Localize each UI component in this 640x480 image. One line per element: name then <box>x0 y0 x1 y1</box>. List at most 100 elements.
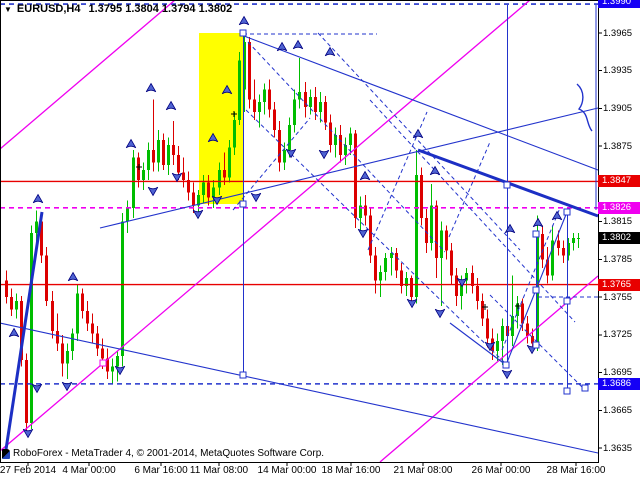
candle-body <box>253 99 256 113</box>
blue-dashed-line <box>369 99 576 323</box>
candle-body <box>268 89 271 110</box>
candle-body <box>283 149 286 163</box>
price-tick-label: 1.3785 <box>603 253 633 265</box>
candle-body <box>435 205 438 259</box>
candle-body <box>450 250 453 276</box>
time-label: 14 Mar 00:00 <box>257 465 317 476</box>
price-badge: 1.3686 <box>598 377 640 390</box>
candle-body <box>551 240 554 276</box>
candle-body <box>15 300 18 310</box>
candle-body <box>420 175 423 218</box>
price-tick-label: 1.3695 <box>603 367 633 379</box>
candle-body <box>152 149 155 163</box>
candle-body <box>577 237 580 239</box>
candle-body <box>147 149 150 171</box>
candle-body <box>61 343 64 364</box>
fractal-up-arrow-icon <box>504 223 516 234</box>
fractal-down-arrow-icon <box>22 428 34 439</box>
fractal-down-arrow-icon <box>250 192 262 203</box>
candle-body <box>526 323 529 337</box>
anchor-square <box>563 387 571 395</box>
blue-dashed-line <box>247 41 446 253</box>
price-axis[interactable]: 1.3965 1.3935 1.3905 1.3875 1.3815 1.3785 1.37… <box>598 0 640 463</box>
candle-body <box>481 300 484 319</box>
blue-thick-trendline <box>3 211 44 457</box>
candle-body <box>218 170 221 188</box>
candle-body <box>101 348 104 359</box>
candle-body <box>390 253 393 259</box>
candle-body <box>238 60 241 120</box>
candle-body <box>486 318 489 339</box>
candle-body <box>30 232 33 423</box>
fractal-down-arrow-icon <box>171 172 183 183</box>
candle-body <box>187 180 190 193</box>
fractal-down-arrow-icon <box>318 149 330 160</box>
candle-body <box>207 182 210 198</box>
blue-trendline <box>243 35 599 171</box>
candle-body <box>258 102 261 113</box>
blue-dashed-line <box>489 294 586 391</box>
candle-body <box>293 99 296 125</box>
price-badge: 1.3802 <box>598 231 640 244</box>
candle-body <box>562 248 565 256</box>
candle-body <box>374 255 377 281</box>
anchor-square <box>503 181 511 189</box>
candle-body <box>410 278 413 298</box>
fractal-down-arrow-icon <box>501 369 513 380</box>
fractal-down-arrow-icon <box>211 195 223 206</box>
candle-body <box>465 273 468 281</box>
price-badge: 1.3765 <box>598 278 640 291</box>
candle-body <box>35 221 38 233</box>
candle-body <box>471 273 474 286</box>
candle-body <box>111 366 114 372</box>
candle-body <box>233 119 236 148</box>
candle-body <box>278 129 281 163</box>
candlestick-series <box>5 33 580 432</box>
candle-body <box>430 205 433 244</box>
candle-body <box>121 221 124 357</box>
fractal-down-arrow-icon <box>456 277 468 288</box>
candle-body <box>521 303 524 324</box>
fractal-up-arrow-icon <box>221 84 233 95</box>
time-label: 27 Feb 2014 <box>0 465 57 476</box>
price-tick-label: 1.3815 <box>603 216 633 228</box>
anchor-square <box>502 361 510 369</box>
fractal-down-arrow-icon <box>192 209 204 220</box>
blue-trendline <box>99 107 599 229</box>
price-tick-label: 1.3875 <box>603 140 633 152</box>
candle-body <box>177 154 180 173</box>
candle-body <box>460 280 463 296</box>
candle-body <box>182 172 185 181</box>
price-badge: 1.3826 <box>598 201 640 214</box>
anchor-square <box>239 29 247 37</box>
candle-body <box>415 175 418 298</box>
price-tick-label: 1.3965 <box>603 27 633 39</box>
candle-body <box>501 326 504 342</box>
candle-body <box>298 92 301 100</box>
candle-body <box>334 134 337 145</box>
fractal-up-arrow-icon <box>67 271 79 282</box>
time-axis[interactable]: 27 Feb 2014 4 Mar 00:00 6 Mar 16:00 11 Mar … <box>0 463 640 480</box>
fractal-up-arrow-icon <box>276 41 288 52</box>
time-label: 21 Mar 08:00 <box>393 465 453 476</box>
candle-body <box>81 293 84 311</box>
candle-body <box>511 315 514 337</box>
candle-body <box>106 358 109 372</box>
candle-body <box>329 122 332 145</box>
candle-body <box>71 333 74 352</box>
candle-body <box>212 187 215 198</box>
plot-border <box>0 0 599 463</box>
fractal-down-arrow-icon <box>147 186 159 197</box>
blue-dashed-line <box>448 141 491 238</box>
candle-body <box>369 215 372 256</box>
chart-symbol-timeframe: EURUSD,H4 <box>16 3 81 15</box>
candle-body <box>319 102 322 113</box>
candle-body <box>546 259 549 276</box>
fractal-up-arrow-icon <box>532 217 544 228</box>
candle-body <box>445 230 448 251</box>
blue-dashed-line <box>317 32 521 251</box>
anchor-square <box>532 286 540 294</box>
candle-body <box>476 285 479 301</box>
anchor-square <box>239 200 247 208</box>
